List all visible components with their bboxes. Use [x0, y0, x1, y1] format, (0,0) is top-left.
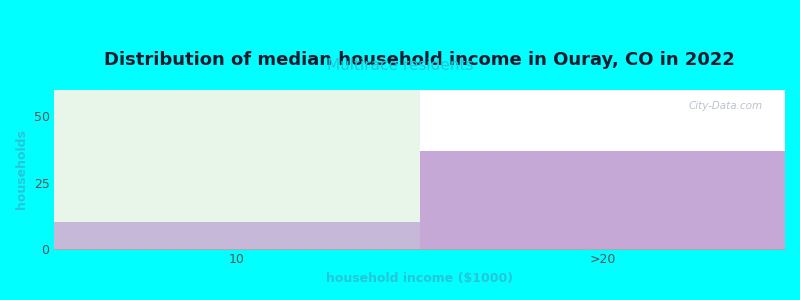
Text: City-Data.com: City-Data.com — [689, 101, 763, 111]
Title: Distribution of median household income in Ouray, CO in 2022: Distribution of median household income … — [104, 51, 735, 69]
Text: Multirace residents: Multirace residents — [326, 58, 474, 74]
Bar — [54, 90, 420, 249]
Bar — [420, 151, 785, 249]
Y-axis label: households: households — [15, 129, 28, 209]
X-axis label: household income ($1000): household income ($1000) — [326, 272, 514, 285]
Bar — [54, 222, 420, 249]
